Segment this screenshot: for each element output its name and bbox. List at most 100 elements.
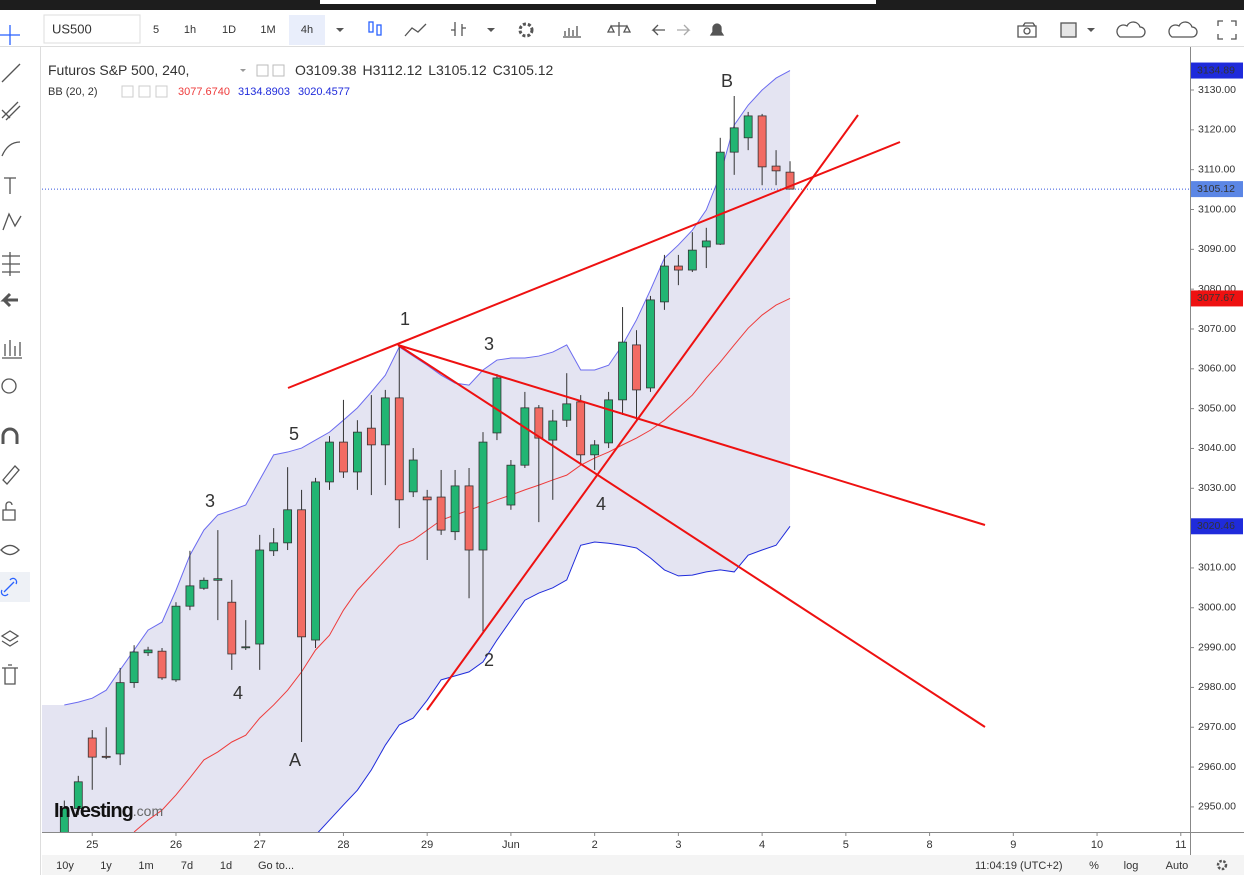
link-tool[interactable]	[0, 577, 18, 597]
dropdown-arrow[interactable]	[1087, 28, 1095, 32]
redo-icon[interactable]	[677, 24, 691, 36]
range-button[interactable]: 10y	[56, 860, 74, 872]
trend-tool[interactable]	[1, 63, 21, 83]
wave-label: B	[721, 71, 733, 91]
y-tick-label: 3050.00	[1198, 402, 1236, 414]
range-button[interactable]: 1m	[138, 860, 153, 872]
candle-body	[646, 299, 655, 389]
bb-title: BB (20, 2)	[48, 86, 98, 98]
fullscreen-icon[interactable]	[1217, 20, 1237, 40]
interval-active	[289, 15, 325, 45]
trend-line	[287, 141, 901, 389]
line-icon[interactable]	[404, 23, 427, 37]
crosshair-tool[interactable]	[0, 25, 20, 45]
instrument-title: Futuros S&P 500, 240,	[48, 62, 189, 78]
candle-body	[227, 601, 237, 655]
goto-button[interactable]: Go to...	[258, 860, 294, 872]
tool-highlight	[0, 572, 30, 602]
text-tool[interactable]	[4, 177, 16, 194]
screenshot-icon[interactable]	[1017, 22, 1037, 38]
bottom-items: 10y 1y 1m 7d 1d Go to... 11:04:19 (UTC+2)% log A…	[56, 860, 1188, 872]
scale-option[interactable]: log	[1124, 860, 1139, 872]
watermark-domain: .com	[133, 803, 163, 819]
y-tick-label: 3110.00	[1198, 163, 1235, 175]
brush-tool[interactable]	[1, 141, 21, 157]
ohlc-label: H	[363, 62, 373, 78]
zoom-tool[interactable]	[1, 378, 17, 394]
range-button[interactable]: 1d	[220, 860, 232, 872]
candle-body	[297, 509, 306, 638]
bb-middle: 3077.6740	[178, 86, 230, 98]
range-button[interactable]: 1y	[100, 860, 112, 872]
wave-label: 1	[400, 309, 410, 329]
alert-icon[interactable]	[709, 23, 725, 36]
candle-body	[548, 420, 558, 441]
gear-icon[interactable]	[1216, 859, 1228, 871]
toolbar-icons	[336, 20, 1237, 40]
top-strip	[0, 0, 1244, 10]
load-icon[interactable]	[1116, 21, 1146, 38]
watermark: Investing.com	[54, 800, 163, 822]
y-tick-label: 3090.00	[1198, 243, 1236, 255]
dropdown-arrow[interactable]	[336, 28, 344, 32]
layout-icon[interactable]	[1060, 22, 1077, 38]
pattern-tool[interactable]	[2, 212, 22, 231]
clock: 11:04:19 (UTC+2)	[975, 860, 1063, 872]
bb-settings[interactable]	[138, 85, 151, 98]
interval-button[interactable]: 4h	[301, 24, 313, 36]
indicators-icon[interactable]	[563, 26, 581, 38]
magnet-tool[interactable]	[1, 427, 19, 444]
lens	[1023, 27, 1031, 35]
ohlc-value: 3105.12	[503, 62, 554, 78]
gann-tool[interactable]	[2, 252, 20, 276]
scale-option[interactable]: Auto	[1166, 860, 1189, 872]
legend-settings[interactable]	[272, 64, 285, 77]
symbol-box[interactable]	[43, 14, 141, 44]
candle-body	[743, 115, 753, 139]
wave-label: 3	[205, 491, 215, 511]
toolbar	[0, 10, 1244, 47]
candle-body	[283, 509, 293, 544]
candles-icon[interactable]	[368, 21, 374, 33]
bb-eye[interactable]	[121, 85, 134, 98]
band-fill	[42, 70, 791, 832]
ohlc-value: 3109.38	[306, 62, 357, 78]
candle-body	[394, 397, 404, 501]
x-tick-label: 9	[1010, 839, 1016, 851]
interval-button[interactable]: 1h	[184, 24, 196, 36]
fib-tool[interactable]	[1, 101, 21, 121]
layers-tool[interactable]	[0, 630, 20, 647]
save-icon[interactable]	[1168, 21, 1198, 38]
y-tick-label: 3070.00	[1198, 323, 1236, 335]
bars-icon[interactable]	[451, 22, 466, 36]
lock-tool[interactable]	[2, 501, 16, 521]
dropdown-arrow[interactable]	[487, 28, 495, 32]
x-tick-label: 29	[421, 839, 433, 851]
back-tool[interactable]	[0, 292, 18, 308]
candle-body	[757, 115, 767, 168]
bb-remove[interactable]	[155, 85, 168, 98]
undo-icon[interactable]	[651, 24, 665, 36]
delete-tool[interactable]	[2, 664, 18, 685]
legend-eye[interactable]	[256, 64, 269, 77]
settings-icon[interactable]	[518, 22, 534, 38]
legend-arrow[interactable]	[240, 69, 246, 72]
band-layer	[42, 70, 1190, 832]
candle-body	[604, 399, 614, 444]
measure-tool[interactable]	[2, 340, 22, 359]
compare-icon[interactable]	[606, 22, 632, 36]
candle-body	[199, 579, 209, 589]
pen-tool[interactable]	[2, 465, 20, 485]
range-button[interactable]: 7d	[181, 860, 193, 872]
candle-body	[143, 649, 153, 654]
wave-label: 4	[233, 683, 243, 703]
bottom-gear[interactable]	[1216, 859, 1228, 871]
visibility-tool[interactable]	[0, 544, 20, 556]
scale-option[interactable]: %	[1089, 860, 1099, 872]
interval-button[interactable]: 1D	[222, 24, 236, 36]
ohlc-value: 3112.12	[373, 62, 423, 78]
candle-body	[701, 240, 711, 248]
candle-body	[450, 485, 460, 533]
interval-button[interactable]: 5	[153, 24, 159, 36]
interval-button[interactable]: 1M	[260, 24, 275, 36]
